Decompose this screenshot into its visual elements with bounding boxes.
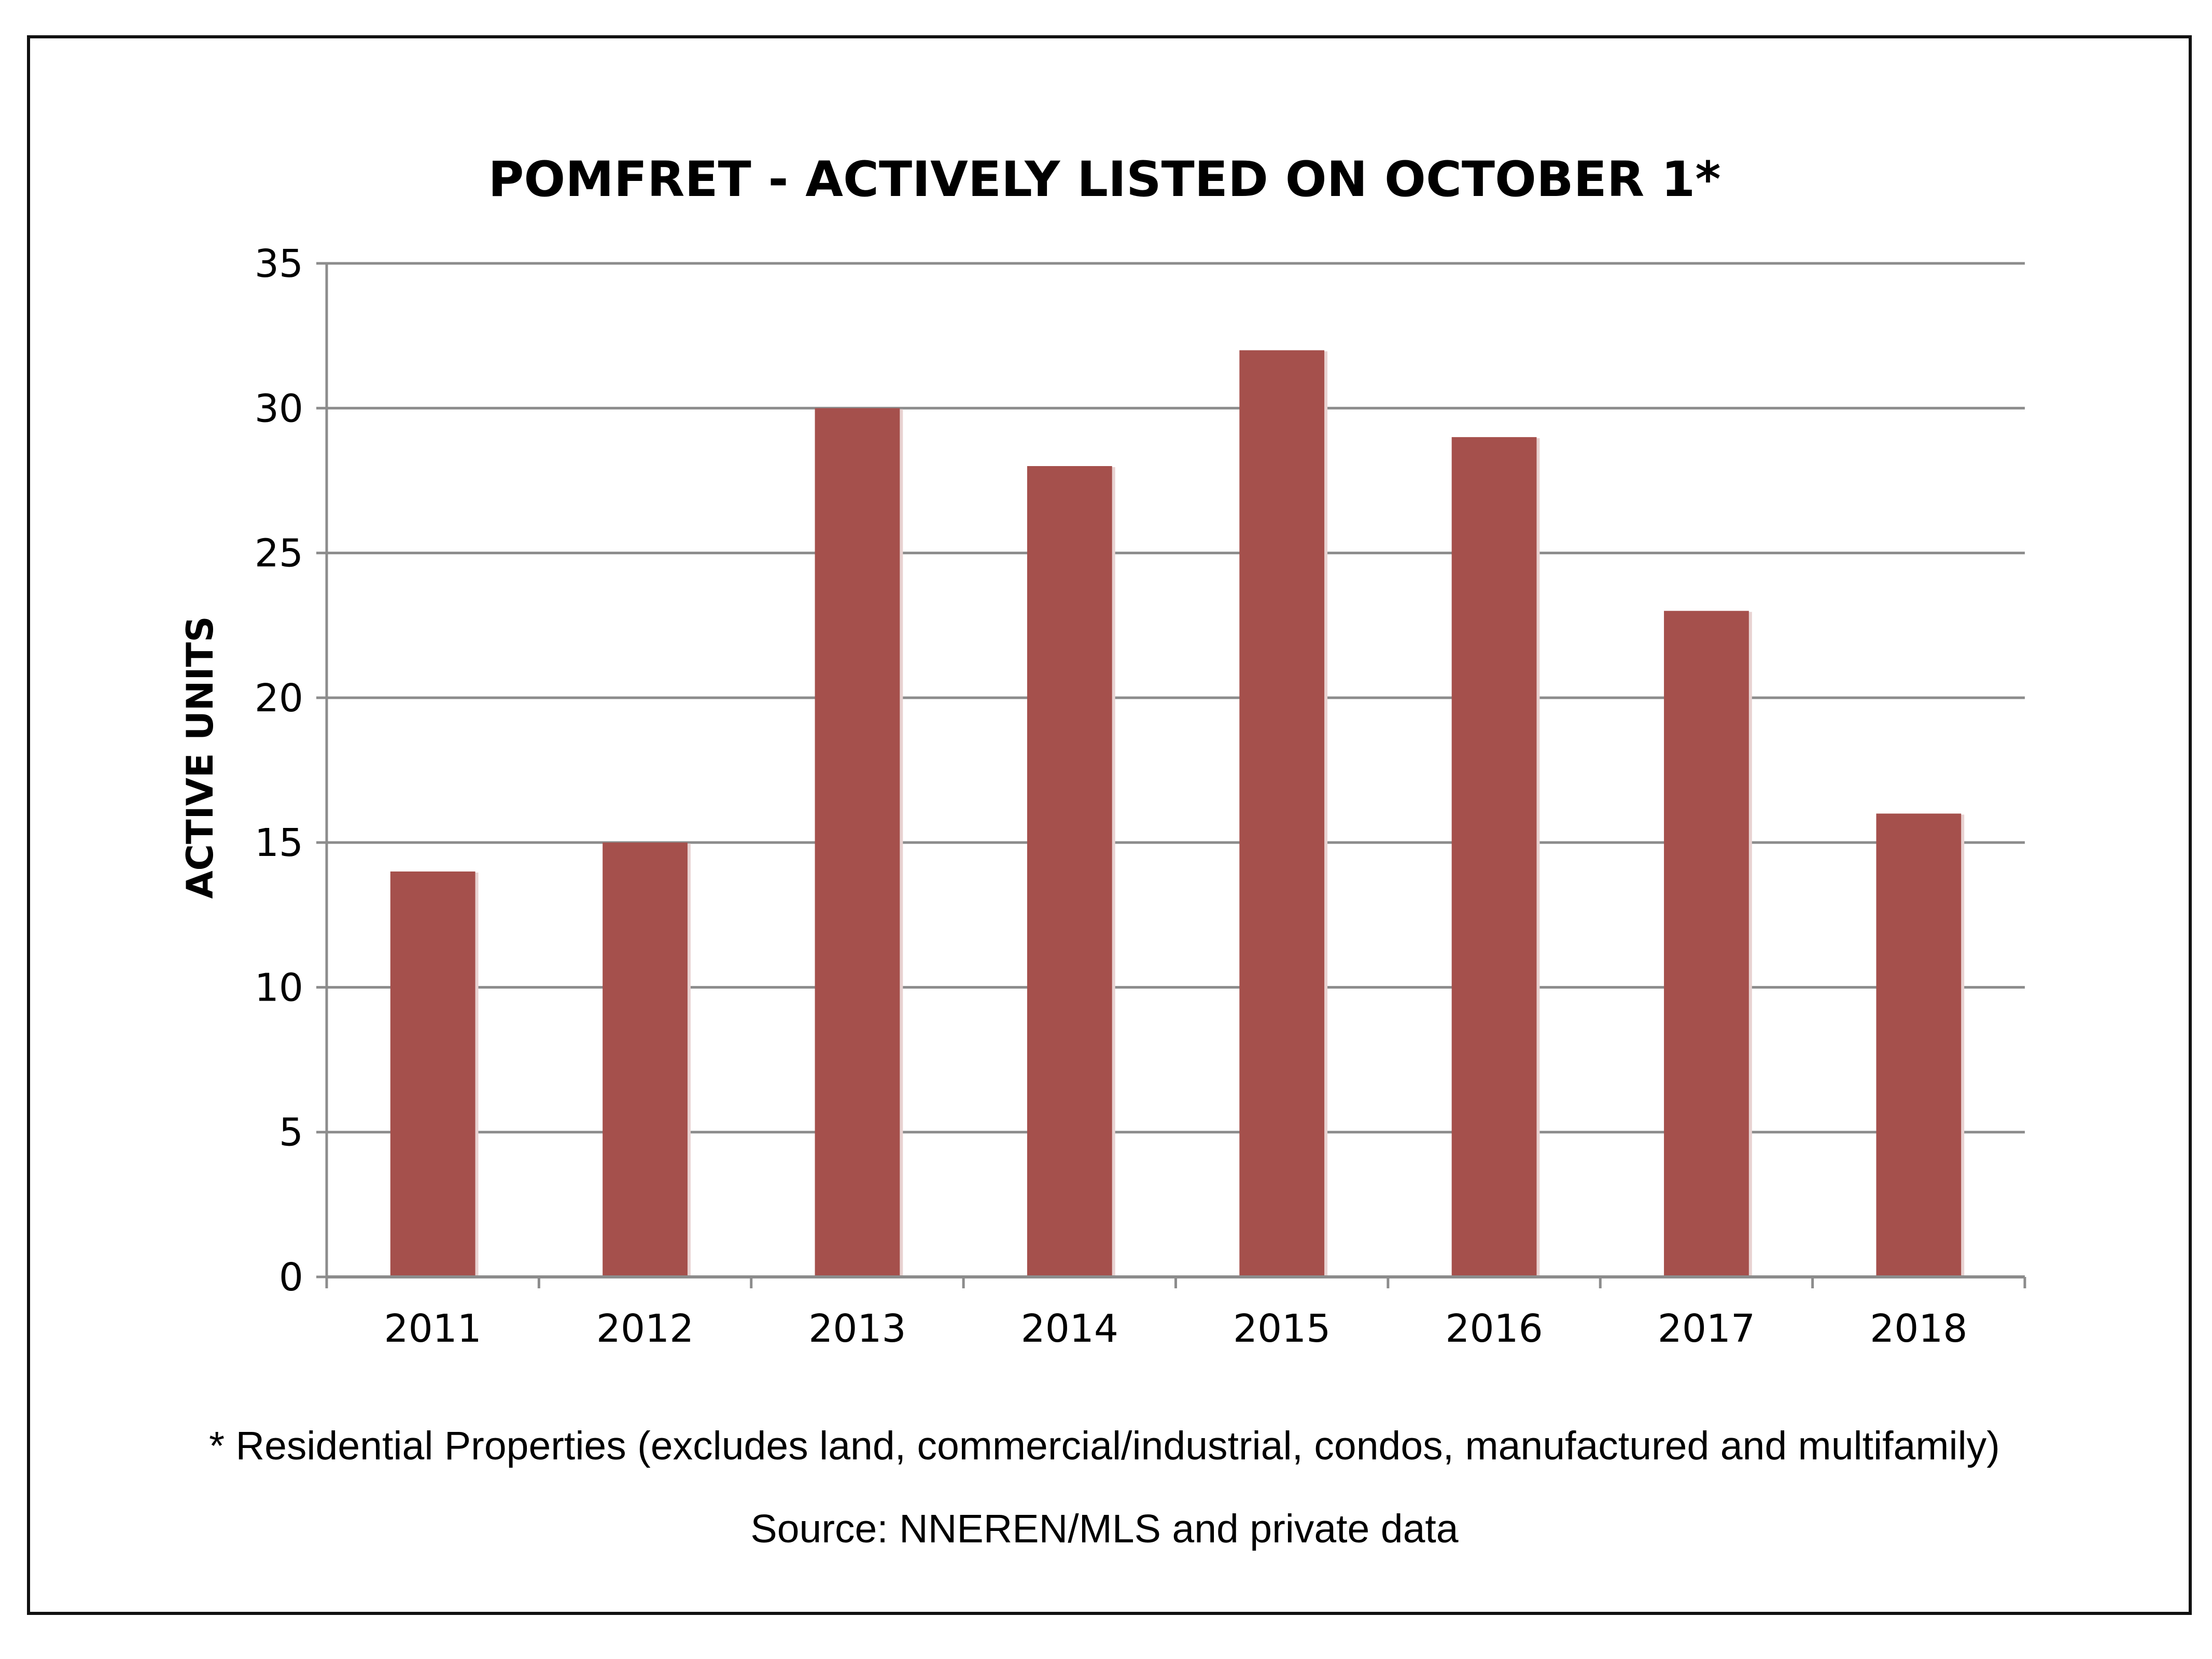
footnote-note: * Residential Properties (excludes land,… bbox=[209, 1424, 2000, 1468]
bars bbox=[390, 350, 1965, 1277]
y-tick-label: 0 bbox=[279, 1255, 303, 1300]
x-tick-label: 2018 bbox=[1870, 1306, 1967, 1351]
x-tick-label: 2016 bbox=[1445, 1306, 1543, 1351]
gridlines bbox=[327, 262, 2025, 1134]
y-tick-label: 20 bbox=[255, 676, 303, 721]
y-tick-label: 15 bbox=[255, 821, 303, 865]
y-tick-label: 35 bbox=[255, 242, 303, 286]
footnote-source: Source: NNEREN/MLS and private data bbox=[750, 1507, 1458, 1551]
chart-title: POMFRET - ACTIVELY LISTED ON OCTOBER 1* bbox=[488, 151, 1721, 208]
x-tick-label: 2014 bbox=[1021, 1306, 1118, 1351]
bar bbox=[390, 871, 475, 1277]
bar bbox=[1451, 437, 1537, 1277]
bar bbox=[815, 408, 900, 1277]
y-axis-label: ACTIVE UNITS bbox=[179, 616, 221, 898]
axes bbox=[316, 262, 2026, 1288]
y-tick-label: 25 bbox=[255, 531, 303, 576]
bar bbox=[1027, 466, 1112, 1277]
bar bbox=[1664, 611, 1749, 1277]
x-tick-label: 2011 bbox=[384, 1306, 482, 1351]
y-tick-labels: 0 5 10 15 20 25 30 35 bbox=[255, 242, 303, 1300]
bar bbox=[603, 842, 688, 1277]
y-tick-label: 30 bbox=[255, 386, 303, 431]
chart-frame bbox=[27, 35, 2192, 1615]
x-tick-label: 2012 bbox=[596, 1306, 694, 1351]
bar bbox=[1876, 813, 1962, 1277]
x-tick-label: 2013 bbox=[808, 1306, 906, 1351]
x-tick-label: 2017 bbox=[1658, 1306, 1755, 1351]
y-tick-label: 5 bbox=[279, 1110, 303, 1155]
bar bbox=[1239, 350, 1325, 1277]
x-tick-label: 2015 bbox=[1233, 1306, 1331, 1351]
x-tick-labels: 2011 2012 2013 2014 2015 2016 2017 2018 bbox=[384, 1306, 1968, 1351]
y-tick-label: 10 bbox=[255, 965, 303, 1010]
